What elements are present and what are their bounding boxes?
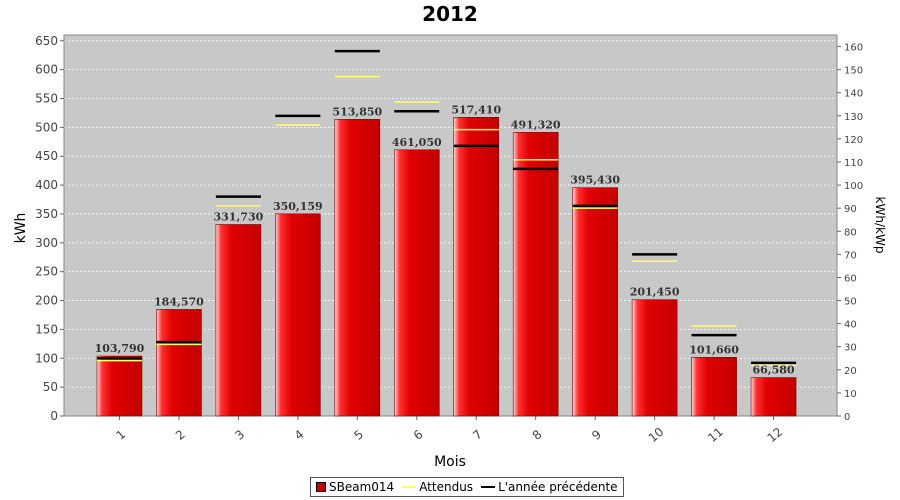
- legend-label-sbeam014: SBeam014: [329, 480, 395, 494]
- bar-label: 517,410: [451, 103, 501, 116]
- y2-tick-label: 80: [844, 227, 857, 238]
- bar-labels: 103,790 184,570 331,730 350,159 513,850 461,0…: [95, 103, 795, 376]
- bar-label: 350,159: [273, 200, 323, 213]
- y-tick-label: 350: [35, 207, 58, 221]
- y-tick-label: 400: [35, 178, 58, 192]
- legend-item-annee-precedente: L'année précédente: [481, 480, 618, 494]
- bar-label: 101,660: [689, 343, 739, 356]
- legend-label-attendus: Attendus: [419, 480, 474, 494]
- y-tick-label: 300: [35, 236, 58, 250]
- x-tick-label: 11: [705, 425, 726, 446]
- legend-swatch-attendus: [402, 486, 417, 488]
- y-tick-label: 0: [50, 409, 58, 423]
- y2-tick-label: 70: [844, 250, 857, 261]
- bar-label: 491,320: [511, 118, 561, 131]
- bar: [156, 309, 202, 417]
- y-tick-label: 600: [35, 63, 58, 77]
- bars: [96, 117, 797, 417]
- bar: [215, 224, 262, 417]
- legend-item-attendus: Attendus: [402, 480, 473, 494]
- y-tick-label: 450: [35, 149, 58, 163]
- legend-swatch-sbeam014: [316, 482, 326, 492]
- x-tick-label: 7: [470, 427, 485, 443]
- x-tick-label: 4: [292, 427, 307, 443]
- y2-tick-label: 120: [844, 135, 863, 146]
- x-tick-label: 1: [113, 427, 128, 443]
- y2-tick-label: 110: [844, 158, 863, 169]
- bar: [453, 117, 500, 417]
- markers: [96, 49, 797, 366]
- y2-tick-label: 50: [844, 297, 857, 308]
- chart-title: 2012: [422, 2, 478, 26]
- bar-label: 513,850: [332, 105, 382, 118]
- y2-tick-label: 140: [844, 89, 863, 100]
- legend-item-sbeam014: SBeam014: [316, 480, 394, 494]
- bar: [512, 132, 559, 417]
- y-tick-label: 100: [35, 351, 58, 365]
- legend-label-annee-precedente: L'année précédente: [498, 480, 618, 494]
- bar: [691, 357, 737, 417]
- x-axis-label: Mois: [434, 454, 466, 470]
- y2-tick-label: 130: [844, 112, 863, 123]
- x-tick-label: 6: [411, 427, 426, 443]
- x-axis: 1 2 3 4 5 6 7 8 9 10 11 12: [113, 416, 785, 445]
- y2-tick-label: 40: [844, 320, 857, 331]
- y-tick-label: 650: [35, 34, 58, 48]
- y2-tick-label: 60: [844, 273, 857, 284]
- bar: [334, 119, 381, 417]
- bar: [393, 149, 440, 417]
- bar-label: 461,050: [392, 136, 442, 149]
- y-tick-label: 50: [43, 380, 58, 394]
- y-axis: 0 50 100 150 200 250 300 350 400 450 500 550 600 650: [35, 34, 65, 423]
- x-tick-label: 12: [765, 425, 786, 446]
- bar-label: 201,450: [630, 286, 680, 299]
- y2-tick-label: 20: [844, 366, 857, 377]
- x-tick-label: 10: [646, 425, 667, 446]
- y-tick-label: 550: [35, 92, 58, 106]
- bar-label: 331,730: [214, 211, 264, 224]
- y2-tick-label: 160: [844, 43, 863, 54]
- bar-label: 395,430: [570, 174, 620, 187]
- y-tick-label: 150: [35, 322, 58, 336]
- x-tick-label: 9: [589, 427, 604, 443]
- y-tick-label: 250: [35, 265, 58, 279]
- y2-axis: 0 10 20 30 40 50 60 70 80 90 100 110 120 130 140 150 160: [836, 35, 863, 423]
- legend-swatch-annee-precedente: [481, 486, 496, 488]
- y2-tick-label: 0: [844, 412, 850, 423]
- bar: [96, 355, 143, 417]
- bar: [572, 187, 618, 417]
- y2-tick-label: 90: [844, 204, 857, 215]
- y2-axis-label: kWh/kWp: [873, 197, 887, 254]
- bar: [750, 377, 797, 417]
- y2-tick-label: 10: [844, 389, 857, 400]
- x-tick-label: 5: [351, 427, 366, 443]
- x-tick-label: 2: [173, 427, 188, 443]
- legend: SBeam014 Attendus L'année précédente: [310, 477, 624, 497]
- bar-label: 103,790: [95, 342, 145, 355]
- y2-tick-label: 100: [844, 181, 863, 192]
- bar-label: 66,580: [752, 364, 794, 377]
- y-tick-label: 200: [35, 294, 58, 308]
- y-axis-label: kWh: [13, 213, 29, 244]
- x-tick-label: 8: [530, 427, 545, 443]
- bar-label: 184,570: [154, 295, 204, 308]
- x-tick-label: 3: [232, 427, 247, 443]
- bar: [631, 299, 678, 417]
- y2-tick-label: 30: [844, 343, 857, 354]
- y-tick-label: 500: [35, 120, 58, 134]
- y2-tick-label: 150: [844, 66, 863, 77]
- bar: [275, 213, 321, 417]
